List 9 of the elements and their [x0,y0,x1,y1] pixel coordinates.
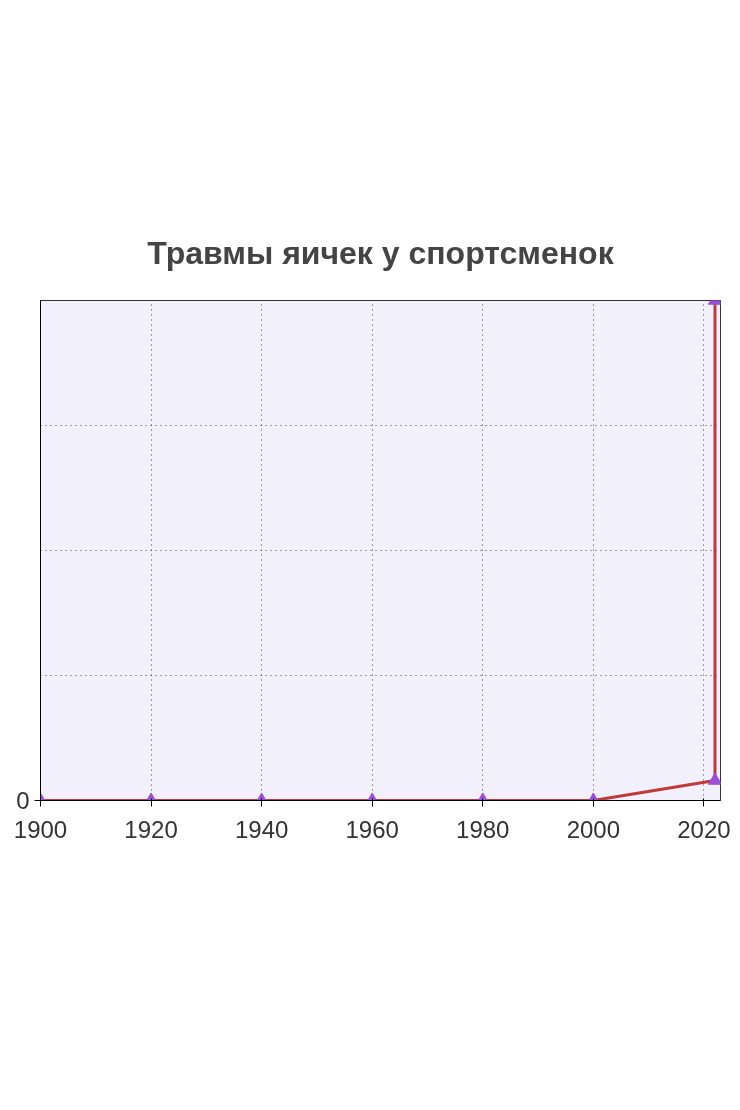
x-tick-label: 1920 [124,815,178,843]
x-tick-label: 1960 [345,815,399,843]
x-tick-label: 1940 [234,815,289,843]
text: 0 [16,787,30,814]
x-tick-label: 1900 [13,815,68,843]
chart-title: Травмы яичек у спортсменок [147,234,615,271]
x-tick-label: 2000 [566,815,621,843]
x-tick-label: 2020 [677,815,731,843]
x-tick-label: 1980 [456,815,510,843]
